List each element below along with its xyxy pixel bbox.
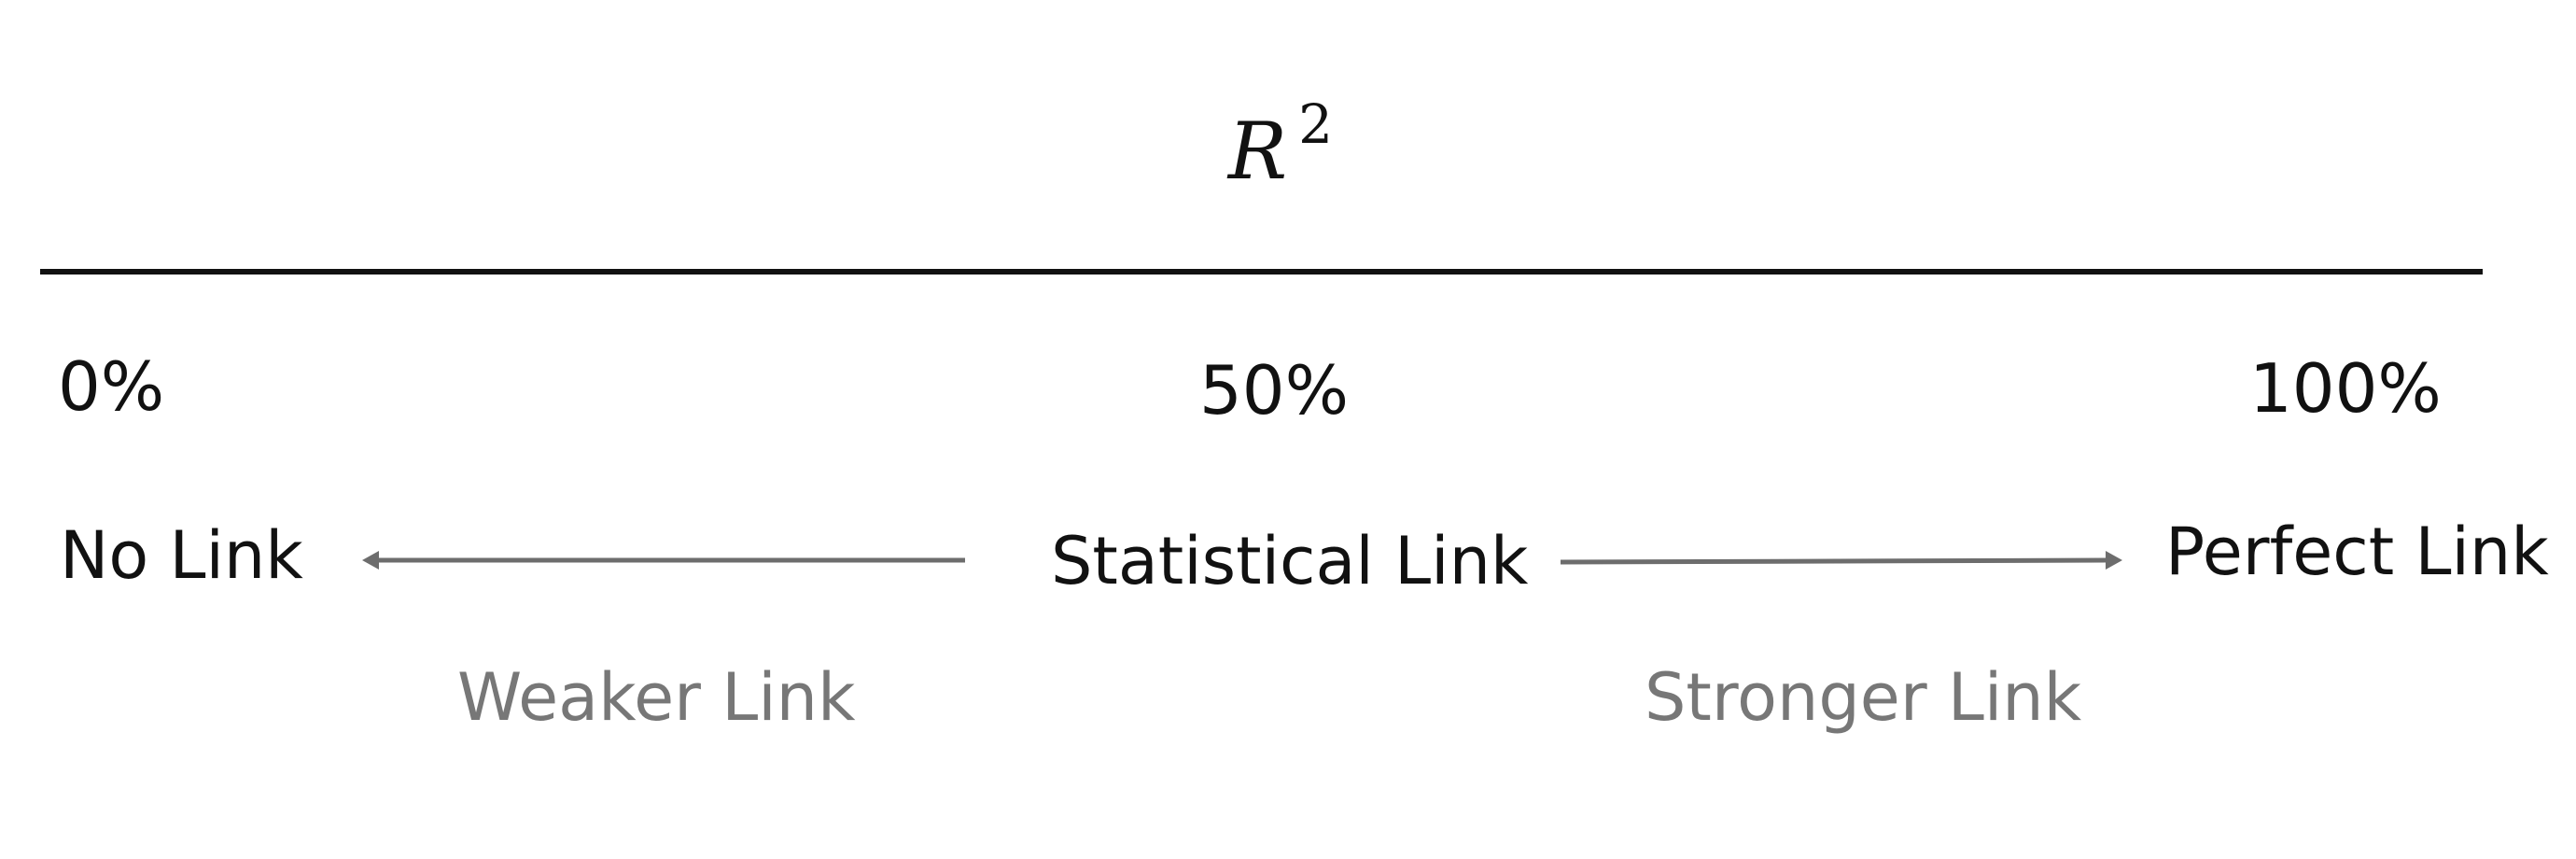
no-link-label: No Link [60, 517, 303, 594]
statistical-link-label: Statistical Link [1051, 523, 1529, 599]
tick-0-percent: 0% [58, 347, 165, 426]
title-superscript: 2 [1298, 92, 1334, 156]
title-base: R [1227, 106, 1288, 197]
tick-50-percent: 50% [1199, 351, 1350, 430]
weaker-link-label: Weaker Link [457, 659, 856, 736]
stronger-arrow [1560, 551, 2122, 570]
perfect-link-label: Perfect Link [2165, 514, 2549, 590]
weaker-arrow [362, 551, 965, 570]
scale-line [40, 269, 2483, 275]
stronger-link-label: Stronger Link [1645, 659, 2082, 736]
tick-100-percent: 100% [2249, 349, 2442, 428]
